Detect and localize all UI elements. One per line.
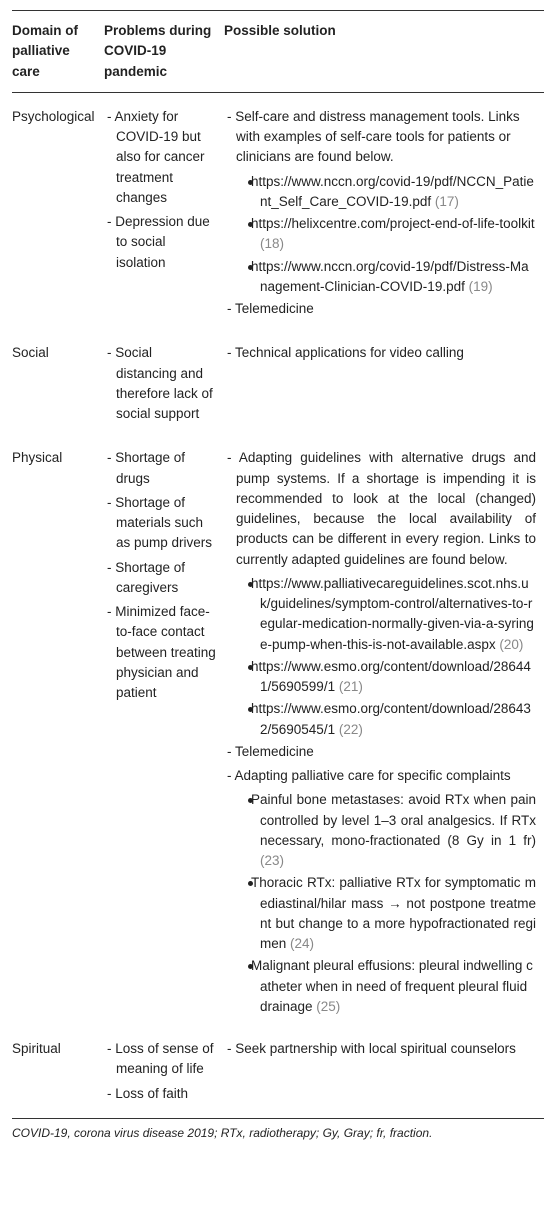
cell-problems: Shortage of drugsShortage of materials s…	[104, 438, 224, 1029]
cell-solution: Adapting guidelines with alternative dru…	[224, 438, 544, 1029]
problem-item: Loss of faith	[116, 1084, 216, 1104]
cell-domain: Psychological	[12, 92, 104, 333]
citation: (25)	[316, 999, 340, 1014]
solution-item: Seek partnership with local spiritual co…	[236, 1039, 536, 1059]
solution-item: Self-care and distress management tools.…	[236, 107, 536, 168]
problem-item: Social distancing and therefore lack of …	[116, 343, 216, 424]
citation: (17)	[435, 194, 459, 209]
table-row: PhysicalShortage of drugsShortage of mat…	[12, 438, 544, 1029]
col-header-domain: Domain of palliative care	[12, 11, 104, 93]
cell-problems: Social distancing and therefore lack of …	[104, 333, 224, 438]
citation: (20)	[499, 637, 523, 652]
cell-domain: Spiritual	[12, 1029, 104, 1118]
citation: (21)	[339, 679, 363, 694]
solution-bullet: https://www.nccn.org/covid-19/pdf/NCCN_P…	[260, 172, 536, 213]
solution-item: Telemedicine	[236, 742, 536, 762]
citation: (24)	[290, 936, 314, 951]
solution-bullet: https://www.esmo.org/content/download/28…	[260, 657, 536, 698]
palliative-table: Domain of palliative care Problems durin…	[12, 10, 544, 1119]
solution-bullet: https://www.palliativecareguidelines.sco…	[260, 574, 536, 655]
cell-problems: Anxiety for COVID-19 but also for cancer…	[104, 92, 224, 333]
citation: (18)	[260, 236, 284, 251]
citation: (23)	[260, 853, 284, 868]
solution-bullet: https://helixcentre.com/project-end-of-l…	[260, 214, 536, 255]
cell-domain: Physical	[12, 438, 104, 1029]
solution-item: Adapting guidelines with alternative dru…	[236, 448, 536, 570]
cell-solution: Self-care and distress management tools.…	[224, 92, 544, 333]
col-header-solution: Possible solution	[224, 11, 544, 93]
problem-item: Shortage of materials such as pump drive…	[116, 493, 216, 554]
solution-bullet: https://www.esmo.org/content/download/28…	[260, 699, 536, 740]
problem-item: Shortage of caregivers	[116, 558, 216, 599]
cell-domain: Social	[12, 333, 104, 438]
problem-item: Loss of sense of meaning of life	[116, 1039, 216, 1080]
problem-item: Shortage of drugs	[116, 448, 216, 489]
table-row: SpiritualLoss of sense of meaning of lif…	[12, 1029, 544, 1118]
solution-item: Telemedicine	[236, 299, 536, 319]
solution-bullet: Thoracic RTx: palliative RTx for symptom…	[260, 873, 536, 954]
table-row: PsychologicalAnxiety for COVID-19 but al…	[12, 92, 544, 333]
citation: (19)	[469, 279, 493, 294]
cell-solution: Seek partnership with local spiritual co…	[224, 1029, 544, 1118]
page: Domain of palliative care Problems durin…	[0, 0, 556, 1150]
citation: (22)	[339, 722, 363, 737]
solution-item: Technical applications for video calling	[236, 343, 536, 363]
table-row: SocialSocial distancing and therefore la…	[12, 333, 544, 438]
solution-bullet: Painful bone metastases: avoid RTx when …	[260, 790, 536, 871]
col-header-problems: Problems during COVID-19 pandemic	[104, 11, 224, 93]
cell-solution: Technical applications for video calling	[224, 333, 544, 438]
problem-item: Depression due to social isolation	[116, 212, 216, 273]
problem-item: Minimized face-to-face contact between t…	[116, 602, 216, 703]
solution-bullet: https://www.nccn.org/covid-19/pdf/Distre…	[260, 257, 536, 298]
solution-item: Adapting palliative care for specific co…	[236, 766, 536, 786]
problem-item: Anxiety for COVID-19 but also for cancer…	[116, 107, 216, 208]
cell-problems: Loss of sense of meaning of life Loss of …	[104, 1029, 224, 1118]
abbreviations-note: COVID-19, corona virus disease 2019; RTx…	[12, 1125, 544, 1142]
solution-bullet: Malignant pleural effusions: pleural ind…	[260, 956, 536, 1017]
